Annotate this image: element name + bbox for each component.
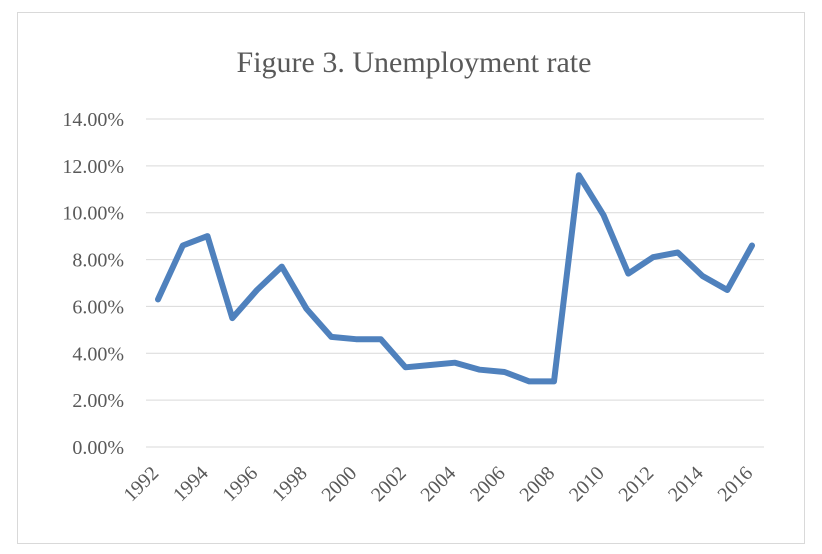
- x-tick-label: 2016: [713, 462, 757, 506]
- y-tick-label: 14.00%: [62, 109, 124, 131]
- x-tick-label: 2002: [367, 462, 411, 506]
- chart-title: Figure 3. Unemployment rate: [237, 46, 592, 79]
- x-tick-label: 2006: [466, 462, 510, 506]
- x-tick-label: 2000: [317, 462, 361, 506]
- y-tick-label: 0.00%: [72, 437, 124, 459]
- chart-frame: [17, 12, 805, 544]
- y-tick-label: 10.00%: [62, 203, 124, 225]
- x-tick-label: 2012: [614, 462, 658, 506]
- x-tick-label: 1994: [169, 462, 213, 506]
- x-tick-label: 2014: [664, 462, 708, 506]
- series-layer: [155, 172, 755, 385]
- y-tick-label: 8.00%: [72, 250, 124, 272]
- x-tick-label: 2004: [416, 462, 460, 506]
- y-tick-label: 2.00%: [72, 390, 124, 412]
- x-axis-tick-labels: 1992 1994 1996 1998 2000 2002 2004 2006 2008 2010…: [119, 462, 757, 506]
- x-tick-label: 2010: [565, 462, 609, 506]
- x-tick-label: 1996: [218, 462, 262, 506]
- x-tick-label: 1998: [268, 462, 312, 506]
- series-line: [155, 172, 755, 385]
- gridlines: [146, 118, 764, 448]
- x-tick-label: 1992: [119, 462, 163, 506]
- y-axis-tick-labels: 0.00% 2.00% 4.00% 6.00% 8.00% 10.00% 12.00% 14.…: [62, 109, 124, 459]
- y-tick-label: 4.00%: [72, 343, 124, 365]
- y-tick-label: 6.00%: [72, 296, 124, 318]
- x-tick-label: 2008: [515, 462, 559, 506]
- y-tick-label: 12.00%: [62, 156, 124, 178]
